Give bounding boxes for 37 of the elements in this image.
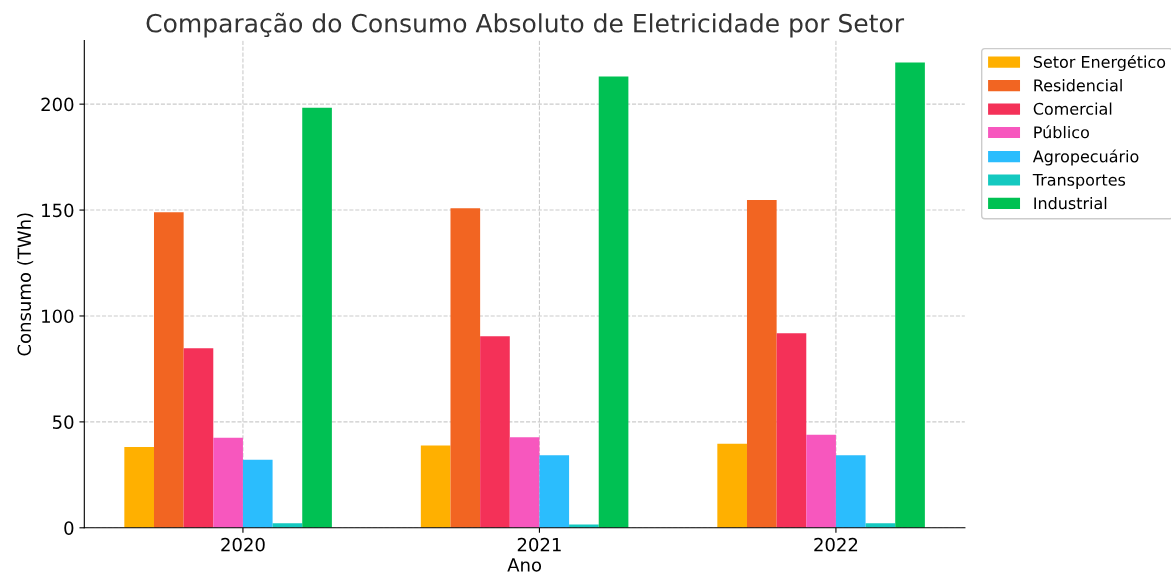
bar [480, 336, 510, 528]
y-tick-label: 100 [42, 309, 74, 324]
legend-label: Público [1034, 125, 1089, 139]
bar [806, 434, 836, 528]
x-tick-label: 2021 [517, 537, 561, 552]
x-tick-label: 2022 [814, 537, 858, 552]
bar [598, 76, 629, 528]
bar [539, 455, 570, 528]
bar [717, 443, 747, 528]
y-axis-title: Consumo (TWh) [17, 213, 34, 356]
y-tick-label: 200 [41, 97, 74, 112]
bar [183, 348, 214, 528]
y-tick-label: 0 [64, 521, 74, 535]
bar [420, 445, 451, 528]
bar [450, 208, 481, 528]
bar [569, 524, 599, 528]
y-tick-label: 150 [42, 203, 74, 218]
bar [509, 437, 540, 528]
bar [895, 62, 925, 528]
legend-label: Setor Energético [1033, 54, 1166, 72]
bar [124, 447, 154, 528]
bar [835, 455, 866, 528]
bar [746, 200, 777, 528]
bar [776, 333, 807, 528]
bar [153, 212, 184, 528]
legend-label: Agropecuário [1032, 149, 1139, 166]
legend-label: Residencial [1034, 79, 1122, 92]
legend-label: Comercial [1033, 102, 1112, 115]
bar [302, 107, 332, 528]
bar [242, 459, 273, 528]
x-axis-title: Ano [507, 558, 542, 572]
bar [213, 437, 243, 528]
legend-label: Industrial [1034, 196, 1107, 210]
chart-title: Comparação do Consumo Absoluto de Eletricidade por Setor [146, 12, 905, 38]
legend-label: Transportes [1032, 173, 1126, 189]
y-tick-label: 50 [53, 415, 74, 429]
x-tick-label: 2020 [221, 537, 265, 552]
